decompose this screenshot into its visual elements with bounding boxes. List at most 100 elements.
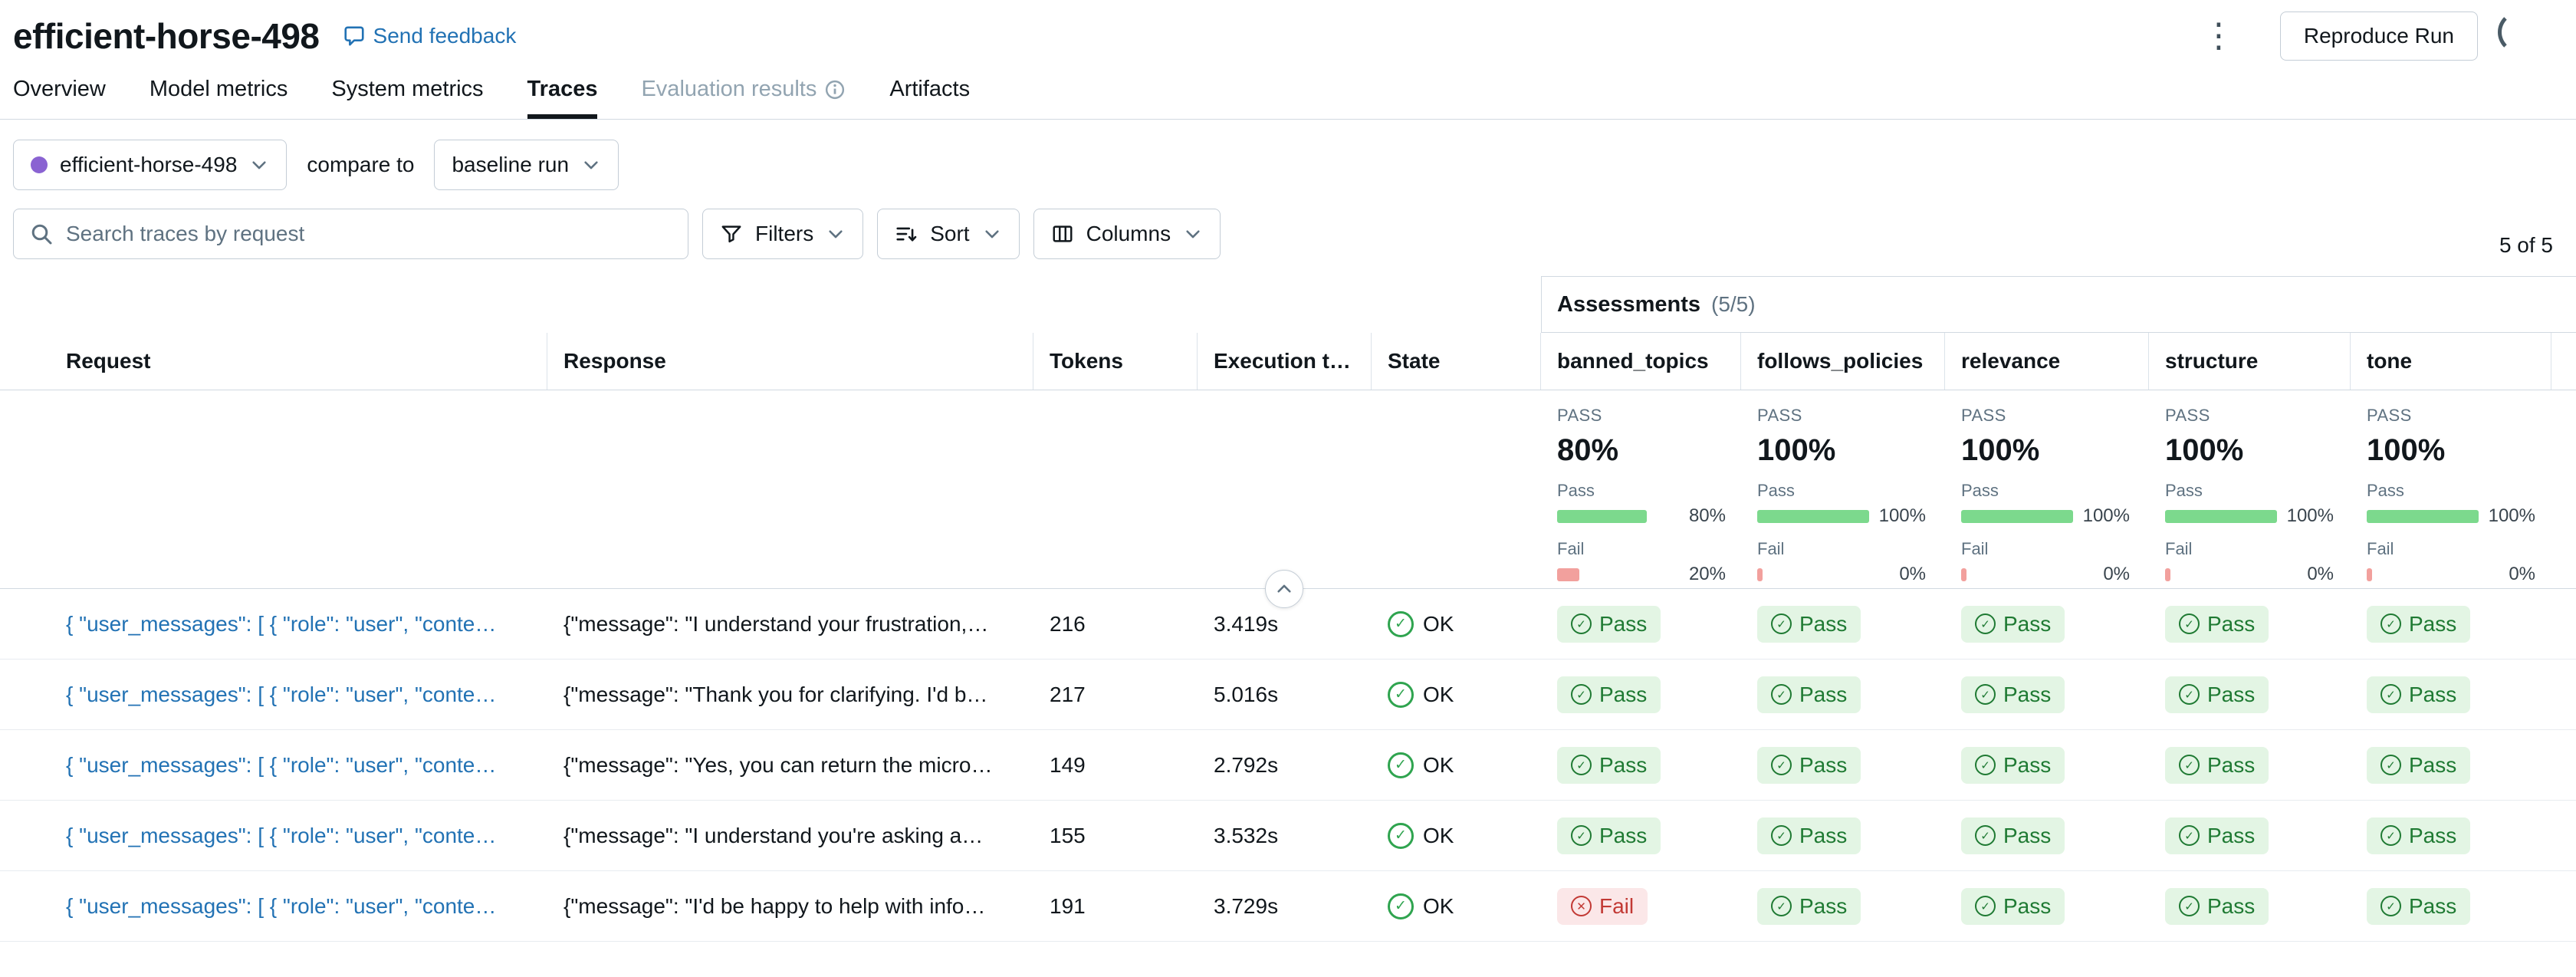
- summary-overall-label: PASS: [1757, 406, 1802, 425]
- request-link[interactable]: { "user_messages": [ { "role": "user", "…: [66, 611, 497, 636]
- column-header-tone[interactable]: tone: [2351, 333, 2551, 390]
- assessment-badge-follows-policies[interactable]: Pass: [1757, 605, 1861, 643]
- assessment-badge-tone[interactable]: Pass: [2367, 887, 2471, 925]
- assessment-badge-follows-policies[interactable]: Pass: [1757, 746, 1861, 784]
- assessment-badge-follows-policies[interactable]: Pass: [1757, 817, 1861, 854]
- status-icon: [2380, 896, 2401, 916]
- assessment-badge-structure[interactable]: Pass: [2165, 887, 2269, 925]
- tokens-value: 191: [1050, 893, 1086, 918]
- assessment-badge-structure[interactable]: Pass: [2165, 605, 2269, 643]
- column-header-request[interactable]: Request: [0, 333, 547, 390]
- run-color-dot-icon: [31, 156, 48, 173]
- ok-check-icon: [1388, 822, 1414, 849]
- assessment-badge-follows-policies[interactable]: Pass: [1757, 887, 1861, 925]
- table-row[interactable]: { "user_messages": [ { "role": "user", "…: [0, 660, 2576, 730]
- column-header-response[interactable]: Response: [547, 333, 1033, 390]
- summary-overall-label: PASS: [2367, 406, 2412, 425]
- table-row[interactable]: { "user_messages": [ { "role": "user", "…: [0, 871, 2576, 942]
- sort-button[interactable]: Sort: [877, 209, 1020, 259]
- search-input[interactable]: [64, 221, 672, 247]
- columns-button[interactable]: Columns: [1033, 209, 1221, 259]
- assessment-badge-structure[interactable]: Pass: [2165, 676, 2269, 713]
- pass-stat-value: 100%: [2286, 505, 2334, 526]
- baseline-run-selector[interactable]: baseline run: [434, 140, 619, 190]
- filters-button[interactable]: Filters: [702, 209, 864, 259]
- request-link[interactable]: { "user_messages": [ { "role": "user", "…: [66, 682, 497, 706]
- tab-evaluation-results[interactable]: Evaluation results: [641, 77, 846, 119]
- assessment-badge-banned-topics[interactable]: Pass: [1557, 605, 1661, 643]
- column-header-structure[interactable]: structure: [2149, 333, 2351, 390]
- pass-bar: [1757, 509, 1869, 523]
- tab-traces[interactable]: Traces: [527, 77, 598, 119]
- send-feedback-link[interactable]: Send feedback: [343, 24, 516, 48]
- column-header-tokens[interactable]: Tokens: [1033, 333, 1198, 390]
- tab-bar: Overview Model metrics System metrics Tr…: [0, 64, 2576, 120]
- assessment-badge-banned-topics[interactable]: Pass: [1557, 676, 1661, 713]
- assessment-badge-tone[interactable]: Pass: [2367, 746, 2471, 784]
- table-row[interactable]: { "user_messages": [ { "role": "user", "…: [0, 589, 2576, 660]
- state-value: OK: [1423, 823, 1454, 847]
- column-header-banned-topics[interactable]: banned_topics: [1541, 333, 1741, 390]
- assessment-badge-follows-policies[interactable]: Pass: [1757, 676, 1861, 713]
- assessment-badge-structure[interactable]: Pass: [2165, 817, 2269, 854]
- reproduce-run-button[interactable]: Reproduce Run: [2279, 12, 2478, 61]
- response-text: {"message": "Yes, you can return the mic…: [564, 752, 993, 777]
- assessment-badge-relevance[interactable]: Pass: [1961, 746, 2065, 784]
- overflow-menu-button[interactable]: ⋮: [2196, 19, 2242, 53]
- ok-check-icon: [1388, 610, 1414, 637]
- status-icon: [2179, 684, 2200, 705]
- assessment-badge-relevance[interactable]: Pass: [1961, 676, 2065, 713]
- summary-overall-label: PASS: [1557, 406, 1602, 425]
- status-icon: [1571, 755, 1592, 775]
- chevron-down-icon: [829, 230, 843, 238]
- summary-overall-label: PASS: [2165, 406, 2210, 425]
- status-icon: [1771, 614, 1792, 634]
- assessment-badge-relevance[interactable]: Pass: [1961, 887, 2065, 925]
- tab-system-metrics[interactable]: System metrics: [331, 77, 484, 101]
- tab-artifacts[interactable]: Artifacts: [889, 77, 971, 101]
- search-icon: [29, 222, 54, 246]
- table-row[interactable]: { "user_messages": [ { "role": "user", "…: [0, 801, 2576, 871]
- table-row[interactable]: { "user_messages": [ { "role": "user", "…: [0, 730, 2576, 801]
- filter-funnel-icon: [720, 222, 743, 245]
- baseline-run-label: baseline run: [452, 153, 570, 176]
- tab-overview[interactable]: Overview: [13, 77, 106, 101]
- request-link[interactable]: { "user_messages": [ { "role": "user", "…: [66, 893, 497, 918]
- status-icon: [2179, 896, 2200, 916]
- request-link[interactable]: { "user_messages": [ { "role": "user", "…: [66, 752, 497, 777]
- run-selector[interactable]: efficient-horse-498: [13, 140, 288, 190]
- tokens-value: 216: [1050, 611, 1086, 636]
- assessment-badge-tone[interactable]: Pass: [2367, 817, 2471, 854]
- search-box[interactable]: [13, 209, 688, 259]
- column-header-execution-time[interactable]: Execution t…: [1198, 333, 1372, 390]
- column-header-relevance[interactable]: relevance: [1945, 333, 2149, 390]
- assessment-badge-banned-topics[interactable]: Fail: [1557, 887, 1648, 925]
- column-header-follows-policies[interactable]: follows_policies: [1741, 333, 1945, 390]
- pass-stat-value: 100%: [1878, 505, 1926, 526]
- tokens-value: 149: [1050, 752, 1086, 777]
- assessment-badge-banned-topics[interactable]: Pass: [1557, 817, 1661, 854]
- summary-overall-value: 80%: [1557, 433, 1619, 467]
- pass-bar: [1961, 509, 2073, 523]
- traces-toolbar: Filters Sort Columns 5 of 5: [0, 190, 2576, 259]
- assessment-badge-banned-topics[interactable]: Pass: [1557, 746, 1661, 784]
- assessment-badge-relevance[interactable]: Pass: [1961, 817, 2065, 854]
- summary-overall-value: 100%: [1961, 433, 2040, 467]
- response-text: {"message": "Thank you for clarifying. I…: [564, 682, 988, 706]
- ok-check-icon: [1388, 681, 1414, 708]
- assessment-badge-tone[interactable]: Pass: [2367, 676, 2471, 713]
- assessment-badge-relevance[interactable]: Pass: [1961, 605, 2065, 643]
- column-header-state[interactable]: State: [1372, 333, 1541, 390]
- summary-overall-value: 100%: [2165, 433, 2244, 467]
- fail-stat-label: Fail: [1757, 539, 1785, 558]
- tab-model-metrics[interactable]: Model metrics: [149, 77, 288, 101]
- fail-stat-value: 0%: [1899, 564, 1926, 584]
- fail-stat-value: 0%: [2509, 564, 2535, 584]
- chevron-down-icon: [984, 230, 999, 238]
- pass-stat-label: Pass: [2165, 481, 2203, 500]
- assessment-badge-tone[interactable]: Pass: [2367, 605, 2471, 643]
- status-icon: [1975, 684, 1996, 705]
- collapse-summary-button[interactable]: [1265, 570, 1303, 608]
- assessment-badge-structure[interactable]: Pass: [2165, 746, 2269, 784]
- request-link[interactable]: { "user_messages": [ { "role": "user", "…: [66, 823, 497, 847]
